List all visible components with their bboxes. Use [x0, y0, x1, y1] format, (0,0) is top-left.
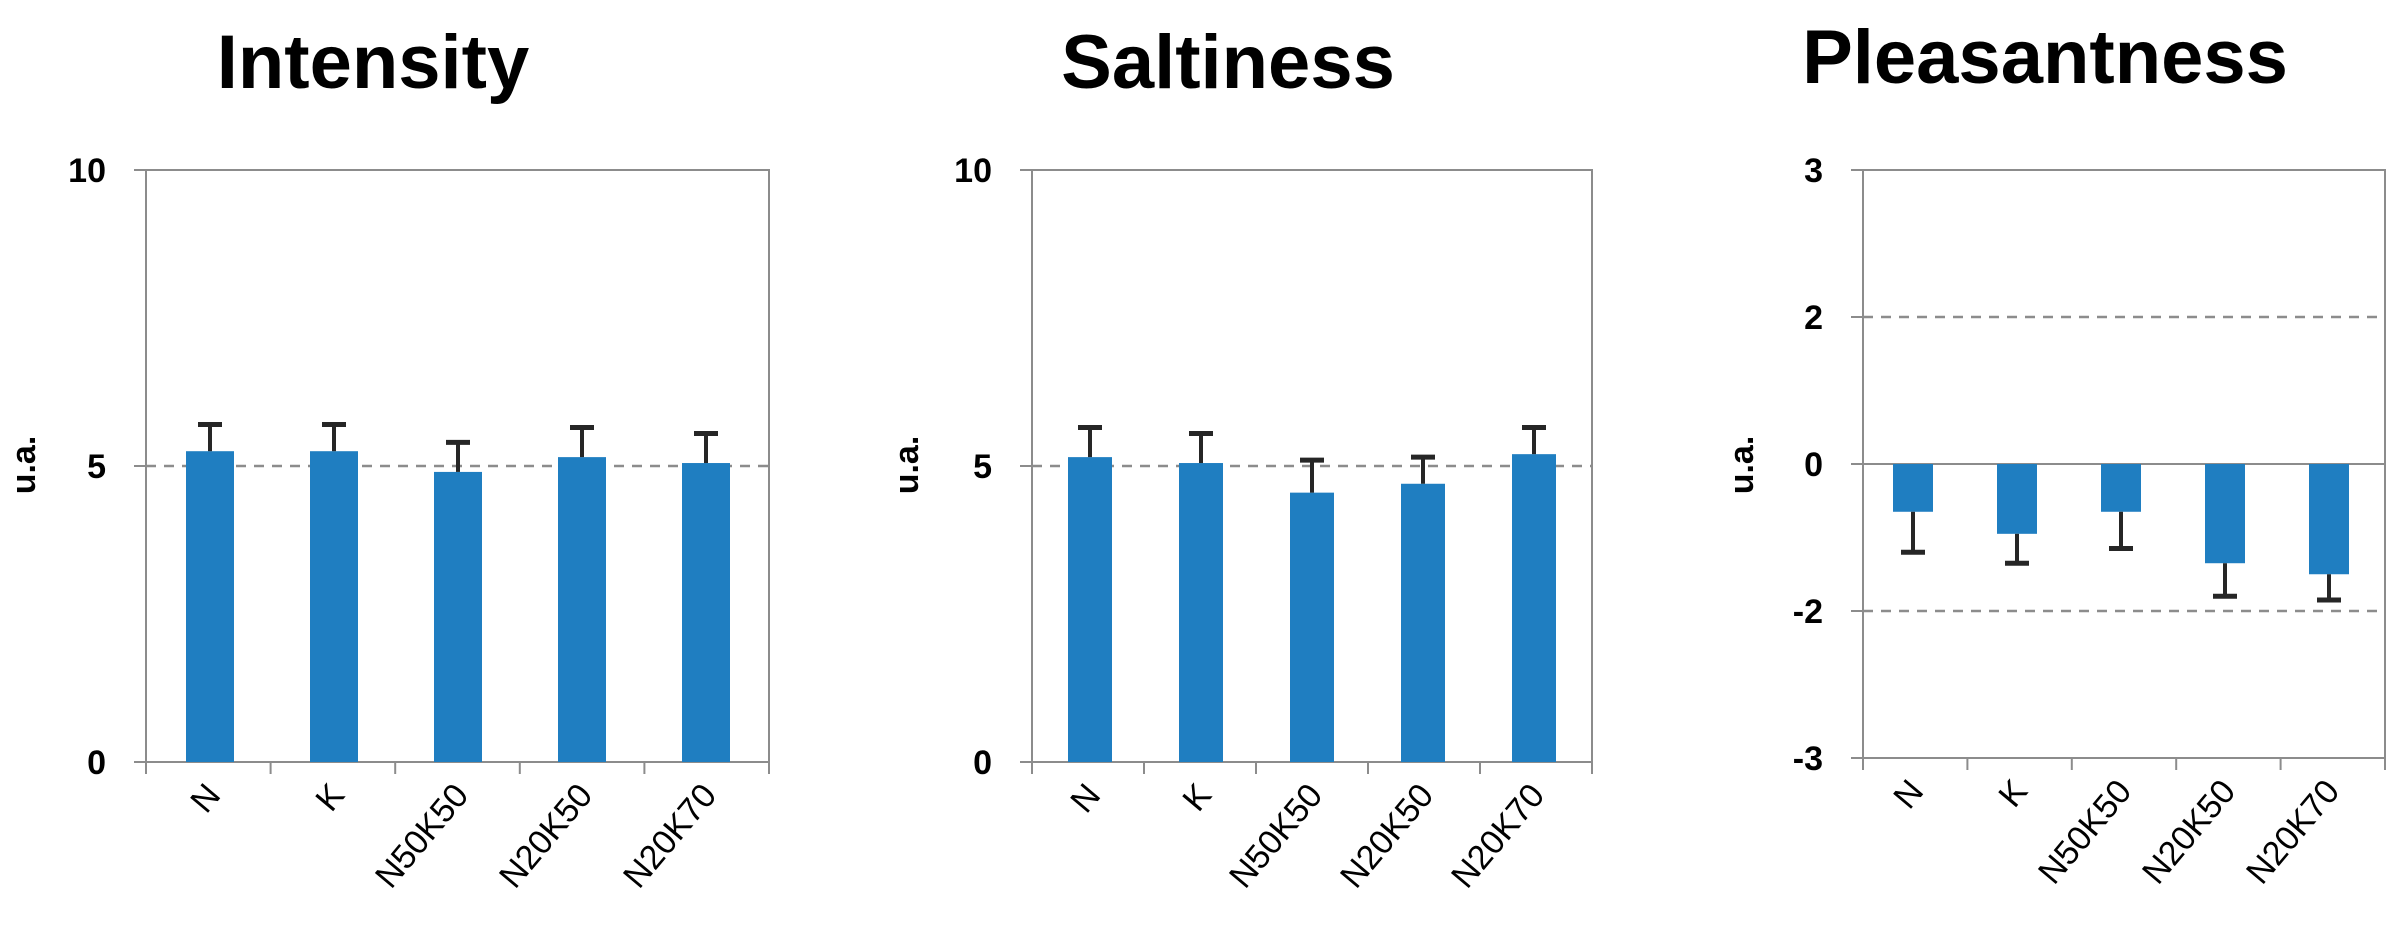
bar — [310, 451, 358, 762]
x-tick-label: N50K50 — [368, 777, 476, 896]
bar — [1179, 463, 1223, 762]
bar — [1290, 492, 1334, 762]
bar — [2309, 464, 2349, 575]
x-tick-label: N20K70 — [1444, 777, 1552, 896]
y-tick-label: 3 — [1804, 152, 1823, 190]
bar — [186, 451, 234, 762]
x-tick-label: N — [1886, 773, 1931, 816]
y-tick-label: 5 — [87, 448, 106, 486]
x-tick-label: N20K70 — [616, 777, 724, 896]
bar — [558, 457, 606, 762]
bar — [1893, 464, 1933, 512]
y-tick-label: 0 — [1804, 446, 1823, 484]
x-tick-label: K — [1991, 772, 2035, 814]
saltiness-panel: Saltiness u.a. 0 5 10 N K N50K50 N20K50 N20K70 — [888, 20, 1593, 896]
x-tick-label: K — [308, 776, 352, 818]
x-tick-label: N — [183, 777, 228, 820]
bar — [1068, 457, 1112, 762]
chart-title: Intensity — [217, 20, 530, 105]
bar — [434, 471, 482, 762]
y-tick-label: 10 — [954, 152, 992, 190]
y-tick-label: -2 — [1793, 593, 1823, 631]
y-tick-label: 5 — [973, 448, 992, 486]
intensity-panel: Intensity u.a. 0 5 10 N K N50K50 N20K50 N20K70 — [5, 20, 770, 896]
y-tick-label: 0 — [973, 744, 992, 782]
bar — [1997, 464, 2037, 534]
x-tick-label: N50K50 — [1222, 777, 1330, 896]
chart-title: Pleasantness — [1802, 15, 2288, 100]
y-tick-label: 10 — [68, 152, 106, 190]
x-tick-label: N20K50 — [1333, 777, 1441, 896]
bar — [1401, 483, 1445, 762]
y-axis-label: u.a. — [1723, 436, 1761, 495]
x-tick-label: N20K70 — [2239, 773, 2347, 892]
y-tick-label: -3 — [1793, 740, 1823, 778]
bar — [2101, 464, 2141, 512]
x-tick-label: K — [1175, 776, 1219, 818]
chart-title: Saltiness — [1061, 20, 1395, 105]
y-axis-label: u.a. — [888, 436, 926, 495]
pleasantness-panel: Pleasantness u.a. -3 -2 0 2 3 N KN50K50N20K50N… — [1723, 15, 2386, 892]
bar — [682, 463, 730, 762]
y-tick-label: 2 — [1804, 299, 1823, 337]
y-axis-label: u.a. — [5, 436, 43, 495]
x-tick-label: N50K50 — [2031, 773, 2139, 892]
x-tick-label: N20K50 — [2135, 773, 2243, 892]
bar — [1512, 454, 1556, 762]
x-tick-label: N20K50 — [492, 777, 600, 896]
y-tick-label: 0 — [87, 744, 106, 782]
x-tick-label: N — [1063, 777, 1108, 820]
bar — [2205, 464, 2245, 564]
